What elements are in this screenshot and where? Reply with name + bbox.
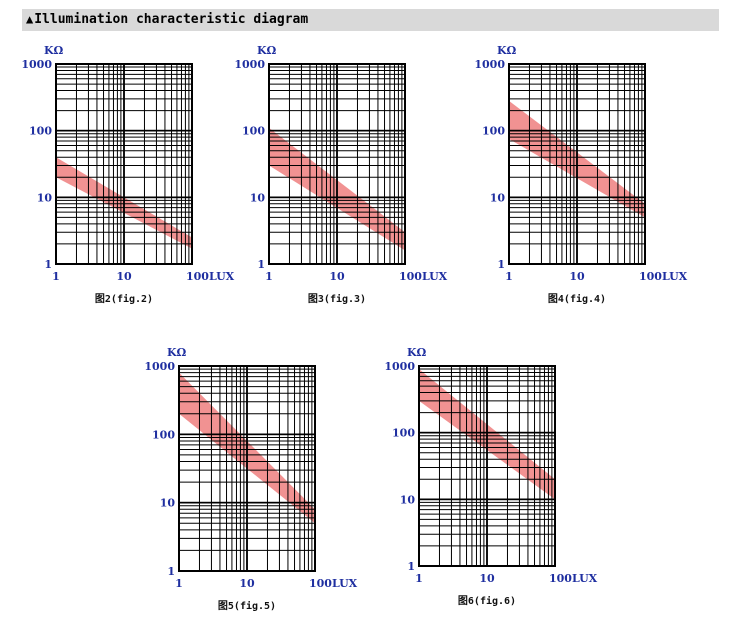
x-tick-label: 10 <box>329 270 345 283</box>
section-title-text: Illumination characteristic diagram <box>34 12 309 27</box>
y-tick-label: 1 <box>44 258 52 271</box>
x-tick-label: 100LUX <box>399 270 448 283</box>
y-tick-label: 10 <box>37 191 53 204</box>
triangle-marker-icon: ▲ <box>26 12 34 26</box>
chart-fig5: KΩ 1 10 100 1000 1 10 100LUX 图5(fig.5) <box>144 342 365 617</box>
chart-svg: KΩ 1 10 100 1000 1 10 100LUX 图2(fig.2) <box>21 44 235 305</box>
figure-caption: 图3(fig.3) <box>308 293 366 305</box>
y-tick-label: 100 <box>392 427 415 440</box>
figure-caption: 图4(fig.4) <box>548 293 606 305</box>
chart-svg: KΩ 1 10 100 1000 1 10 100LUX 图5(fig.5) <box>144 346 358 612</box>
y-tick-label: 1000 <box>474 58 505 71</box>
grid <box>418 365 556 567</box>
y-tick-label: 1 <box>257 258 265 271</box>
x-tick-label: 100LUX <box>186 270 235 283</box>
y-tick-label: 100 <box>482 125 505 138</box>
plot-frame <box>418 365 556 567</box>
y-tick-label: 10 <box>400 493 416 506</box>
y-unit-label: KΩ <box>167 346 187 359</box>
plot-frame <box>268 63 406 265</box>
y-unit-label: KΩ <box>407 346 427 359</box>
y-unit-label: KΩ <box>44 44 64 57</box>
y-unit-label: KΩ <box>257 44 277 57</box>
chart-svg: KΩ 1 10 100 1000 1 10 100LUX 图6(fig.6) <box>384 346 598 607</box>
y-tick-label: 10 <box>160 497 176 510</box>
grid <box>268 63 406 265</box>
section-title: ▲Illumination characteristic diagram <box>26 12 308 27</box>
y-tick-label: 1 <box>167 565 175 578</box>
x-tick-label: 100LUX <box>309 577 358 590</box>
y-tick-label: 100 <box>242 125 265 138</box>
plot-frame <box>508 63 646 265</box>
y-tick-label: 1000 <box>144 360 175 373</box>
y-tick-label: 1000 <box>234 58 265 71</box>
chart-fig2: KΩ 1 10 100 1000 1 10 100LUX 图2(fig.2) <box>21 40 242 310</box>
y-tick-label: 10 <box>250 191 266 204</box>
grid <box>178 365 316 572</box>
x-tick-label: 100LUX <box>549 572 598 585</box>
y-tick-label: 1000 <box>21 58 52 71</box>
x-tick-label: 1 <box>52 270 60 283</box>
x-tick-label: 1 <box>505 270 513 283</box>
grid <box>55 63 193 265</box>
figure-caption: 图2(fig.2) <box>95 293 153 305</box>
x-tick-label: 10 <box>479 572 495 585</box>
y-tick-label: 1000 <box>384 360 415 373</box>
x-tick-label: 1 <box>175 577 183 590</box>
chart-svg: KΩ 1 10 100 1000 1 10 100LUX 图3(fig.3) <box>234 44 448 305</box>
plot-frame <box>55 63 193 265</box>
chart-svg: KΩ 1 10 100 1000 1 10 100LUX 图4(fig.4) <box>474 44 688 305</box>
x-tick-label: 10 <box>239 577 255 590</box>
figure-caption: 图5(fig.5) <box>218 600 276 612</box>
grid <box>508 63 646 265</box>
x-tick-label: 1 <box>265 270 273 283</box>
y-tick-label: 10 <box>490 191 506 204</box>
x-tick-label: 10 <box>116 270 132 283</box>
plot-frame <box>178 365 316 572</box>
x-tick-label: 10 <box>569 270 585 283</box>
x-tick-label: 1 <box>415 572 423 585</box>
x-tick-label: 100LUX <box>639 270 688 283</box>
y-unit-label: KΩ <box>497 44 517 57</box>
y-tick-label: 1 <box>497 258 505 271</box>
y-tick-label: 1 <box>407 560 415 573</box>
chart-fig3: KΩ 1 10 100 1000 1 10 100LUX 图3(fig.3) <box>234 40 455 310</box>
y-tick-label: 100 <box>29 125 52 138</box>
chart-fig4: KΩ 1 10 100 1000 1 10 100LUX 图4(fig.4) <box>474 40 695 310</box>
figure-caption: 图6(fig.6) <box>458 595 516 607</box>
y-tick-label: 100 <box>152 428 175 441</box>
section-header: ▲Illumination characteristic diagram <box>22 9 719 31</box>
chart-fig6: KΩ 1 10 100 1000 1 10 100LUX 图6(fig.6) <box>384 342 605 612</box>
